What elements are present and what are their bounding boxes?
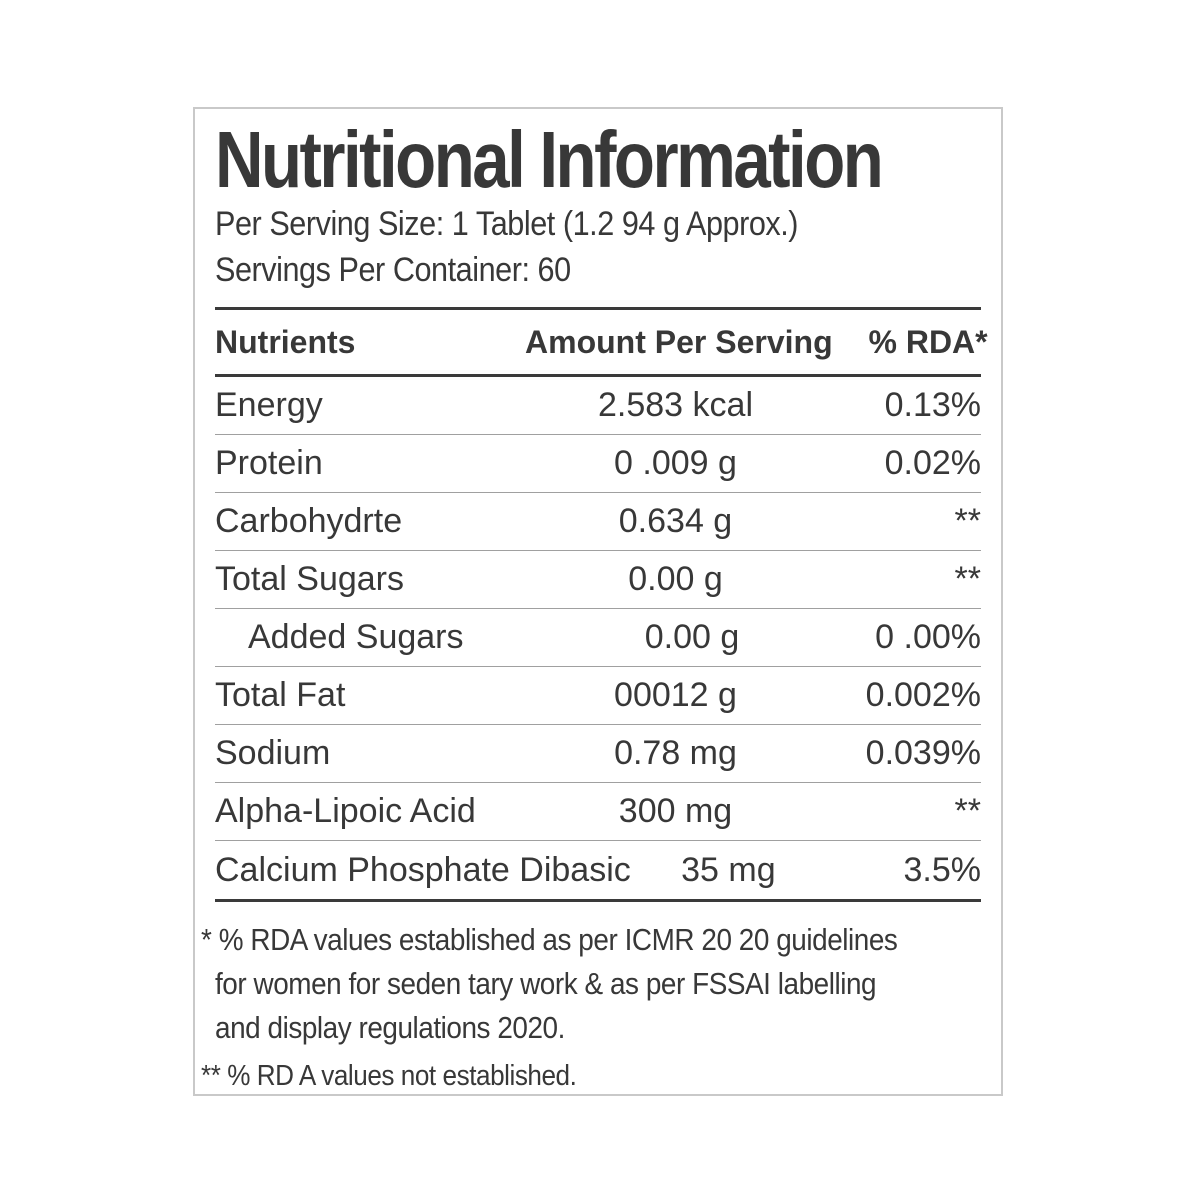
page-title: Nutritional Information [215,119,981,201]
nutrient-name: Sodium [215,734,331,772]
footnote-line-4: ** % RD A values not established. [201,1050,981,1094]
footnote-line-1: * % RDA values established as per ICMR 2… [201,918,981,962]
nutrient-name: Alpha-Lipoic Acid [215,792,476,830]
nutrient-amount: 0 .009 g [614,444,737,482]
nutrient-name: Energy [215,386,323,424]
nutrient-name: Protein [215,444,323,482]
serving-size-line: Per Serving Size: 1 Tablet (1.2 94 g App… [215,201,981,247]
nutrient-rda: 0 .00% [875,618,981,656]
nutrient-amount: 300 mg [618,792,733,830]
column-header-rda: % RDA* [868,323,988,360]
table-row-protein: Protein 0 .009 g 0.02% [215,435,981,493]
nutrient-name: Total Sugars [215,560,404,598]
nutrient-amount: 0.78 mg [614,734,737,772]
nutrient-amount: 00012 g [614,676,737,714]
footnote-text-4: ** % RD A values not established. [201,1060,577,1092]
table-row-carbohydrate: Carbohydrte 0.634 g ** [215,493,981,551]
table-row-alpha-lipoic-acid: Alpha-Lipoic Acid 300 mg ** [215,783,981,841]
table-row-total-fat: Total Fat 00012 g 0.002% [215,667,981,725]
table-row-added-sugars: Added Sugars 0.00 g 0 .00% [215,609,981,667]
nutrient-amount: 35 mg [681,850,776,889]
nutrient-amount: 0.634 g [618,502,733,540]
table-header-row: Nutrients Amount Per Serving % RDA* [215,310,988,374]
footnote-text-1: * % RDA values established as per ICMR 2… [201,922,898,957]
footnotes: * % RDA values established as per ICMR 2… [201,902,981,1094]
nutrient-name: Carbohydrte [215,502,403,540]
nutrition-label-box: Nutritional Information Per Serving Size… [193,107,1003,1096]
serving-size-text: Per Serving Size: 1 Tablet (1.2 94 g App… [215,205,799,243]
column-header-amount: Amount Per Serving [525,323,833,360]
footnote-text-2: for women for seden tary work & as per F… [215,966,877,1001]
nutrition-table: Energy 2.583 kcal 0.13% Protein 0 .009 g… [215,377,981,899]
nutrient-rda: ** [954,560,981,598]
nutrient-amount: 0.00 g [628,560,723,598]
nutrient-rda: 0.13% [884,386,981,424]
header-rule-top [215,307,981,310]
footnote-rule [215,899,981,902]
nutrient-name: Total Fat [215,676,346,714]
nutrient-rda: ** [954,792,981,830]
nutrient-name: Added Sugars [248,618,464,656]
footnote-line-3: and display regulations 2020. [215,1006,981,1050]
servings-per-container-line: Servings Per Container: 60 [215,247,981,293]
nutrient-amount: 2.583 kcal [598,386,753,424]
nutrient-rda: 3.5% [903,850,982,889]
nutrient-name: Calcium Phosphate Dibasic [215,850,631,889]
page-title-text: Nutritional Information [215,115,884,204]
servings-per-container-text: Servings Per Container: 60 [215,251,571,289]
nutrient-rda: ** [954,502,981,540]
table-row-sodium: Sodium 0.78 mg 0.039% [215,725,981,783]
table-row-calcium-phosphate-dibasic: Calcium Phosphate Dibasic 35 mg 3.5% [215,841,981,899]
footnote-text-3: and display regulations 2020. [215,1010,565,1045]
table-row-total-sugars: Total Sugars 0.00 g ** [215,551,981,609]
nutrient-rda: 0.039% [865,734,981,772]
header-rule-bottom [215,374,981,377]
nutrient-rda: 0.02% [884,444,981,482]
nutrient-amount: 0.00 g [644,618,740,656]
column-header-nutrients: Nutrients [215,323,356,360]
nutrient-rda: 0.002% [865,676,981,714]
footnote-line-2: for women for seden tary work & as per F… [215,962,981,1006]
table-row-energy: Energy 2.583 kcal 0.13% [215,377,981,435]
